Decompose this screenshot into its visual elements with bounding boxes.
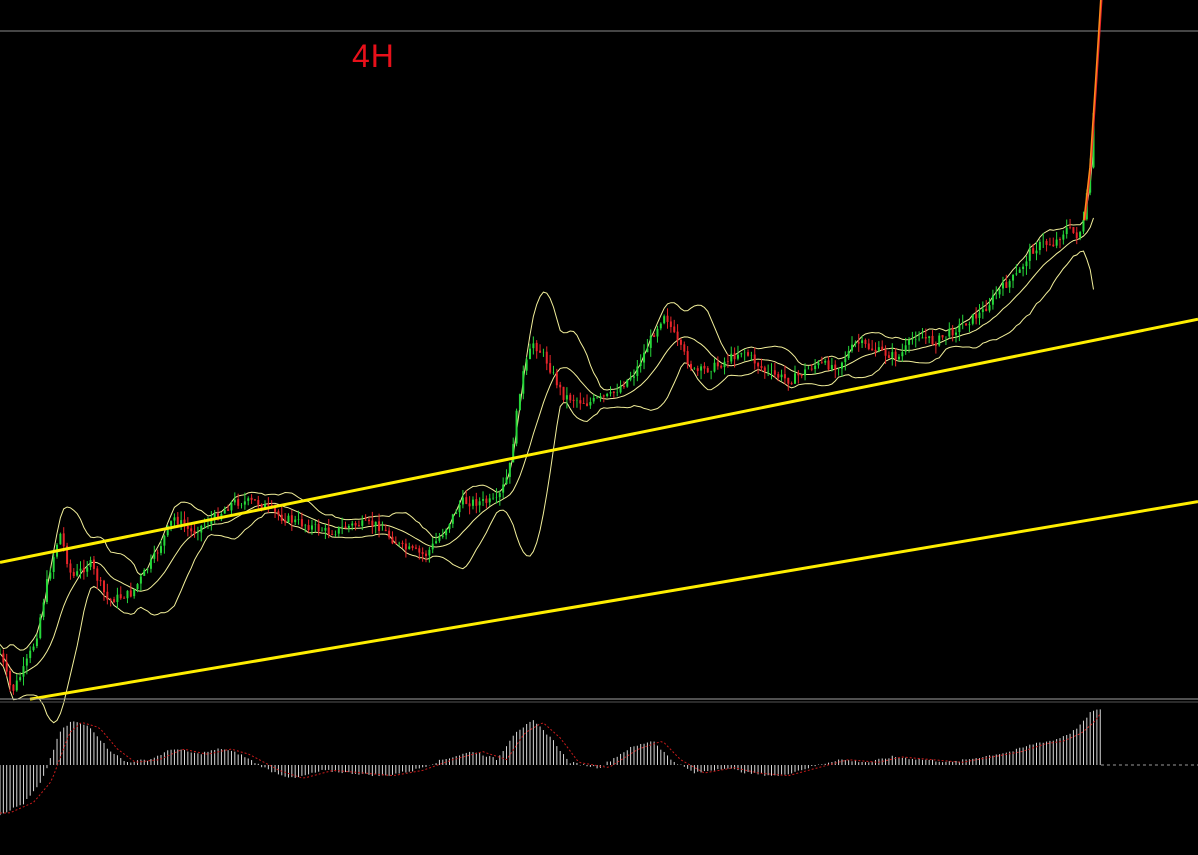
osc-signal-line xyxy=(0,713,1101,814)
price-spike xyxy=(1083,0,1102,221)
band-lower xyxy=(0,250,1094,724)
price-candles xyxy=(0,0,1103,695)
timeframe-label: 4H xyxy=(352,38,395,74)
upper-channel-line xyxy=(0,317,1198,564)
lower-channel-line xyxy=(29,500,1198,701)
trend-channels xyxy=(0,317,1198,701)
oscillator-panel xyxy=(0,709,1198,816)
band-upper xyxy=(0,146,1094,651)
band-middle xyxy=(0,217,1094,675)
bollinger-bands xyxy=(0,146,1094,724)
price-spike-core xyxy=(1084,0,1103,221)
